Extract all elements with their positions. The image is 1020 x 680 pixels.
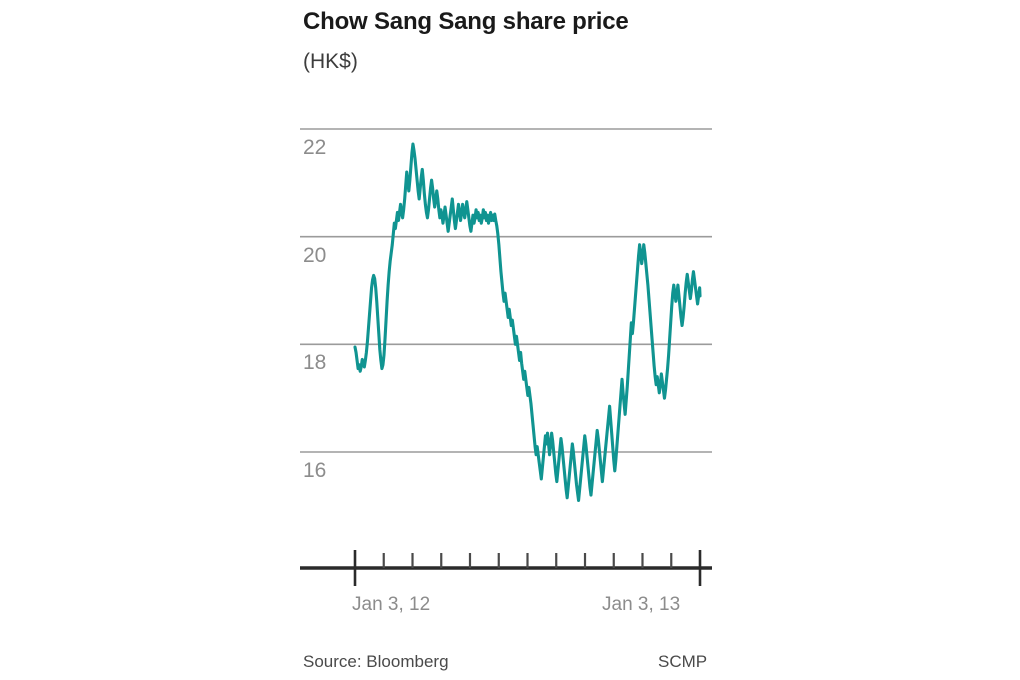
source-note: Source: Bloomberg [303,652,449,671]
y-axis-label-18: 18 [303,351,327,375]
page-title: Chow Sang Sang share price [303,8,629,35]
y-axis-label-20: 20 [303,243,327,267]
chart-subtitle: (HK$) [303,50,358,73]
y-axis-label-16: 16 [303,459,327,482]
y-axis-label-22: 22 [303,136,327,159]
x-axis-label-end: Jan 3, 13 [602,594,681,615]
x-axis-label-start: Jan 3, 12 [352,594,431,615]
credit-note: SCMP [658,652,708,671]
